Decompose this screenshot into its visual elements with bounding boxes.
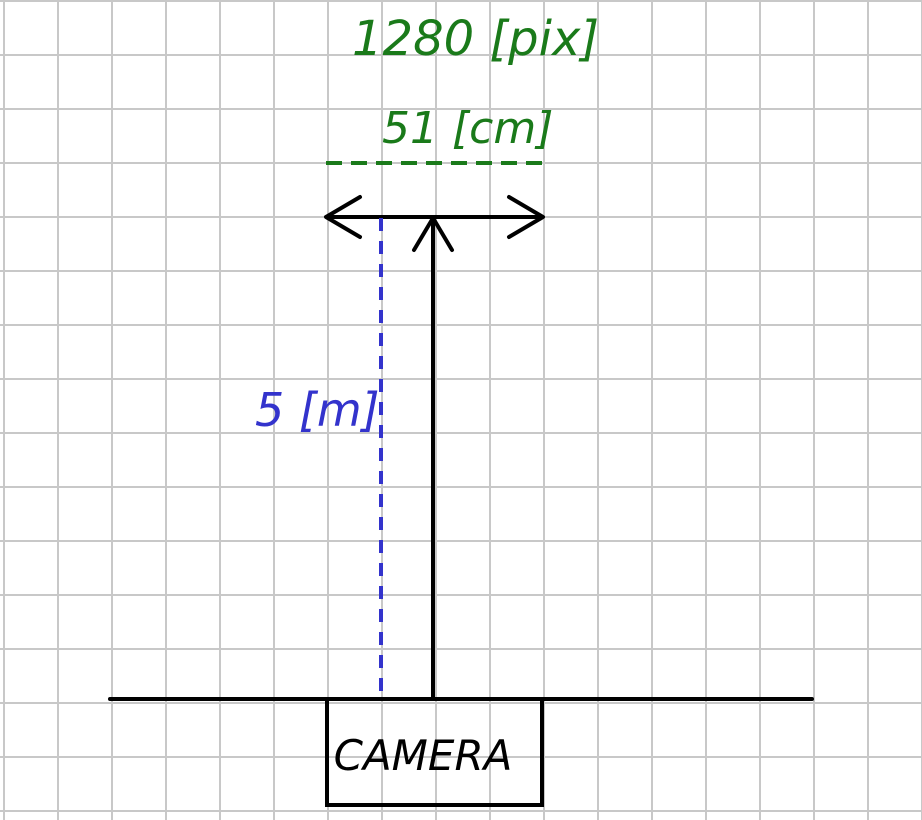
- physical-width-label: 51 [cm]: [382, 103, 553, 154]
- pixel-width-label: 1280 [pix]: [352, 11, 599, 67]
- fov-right-arrowhead: [507, 195, 545, 239]
- camera-label: CAMERA: [334, 731, 513, 780]
- fov-left-arrowhead: [324, 195, 362, 239]
- distance-label: 5 [m]: [255, 383, 380, 437]
